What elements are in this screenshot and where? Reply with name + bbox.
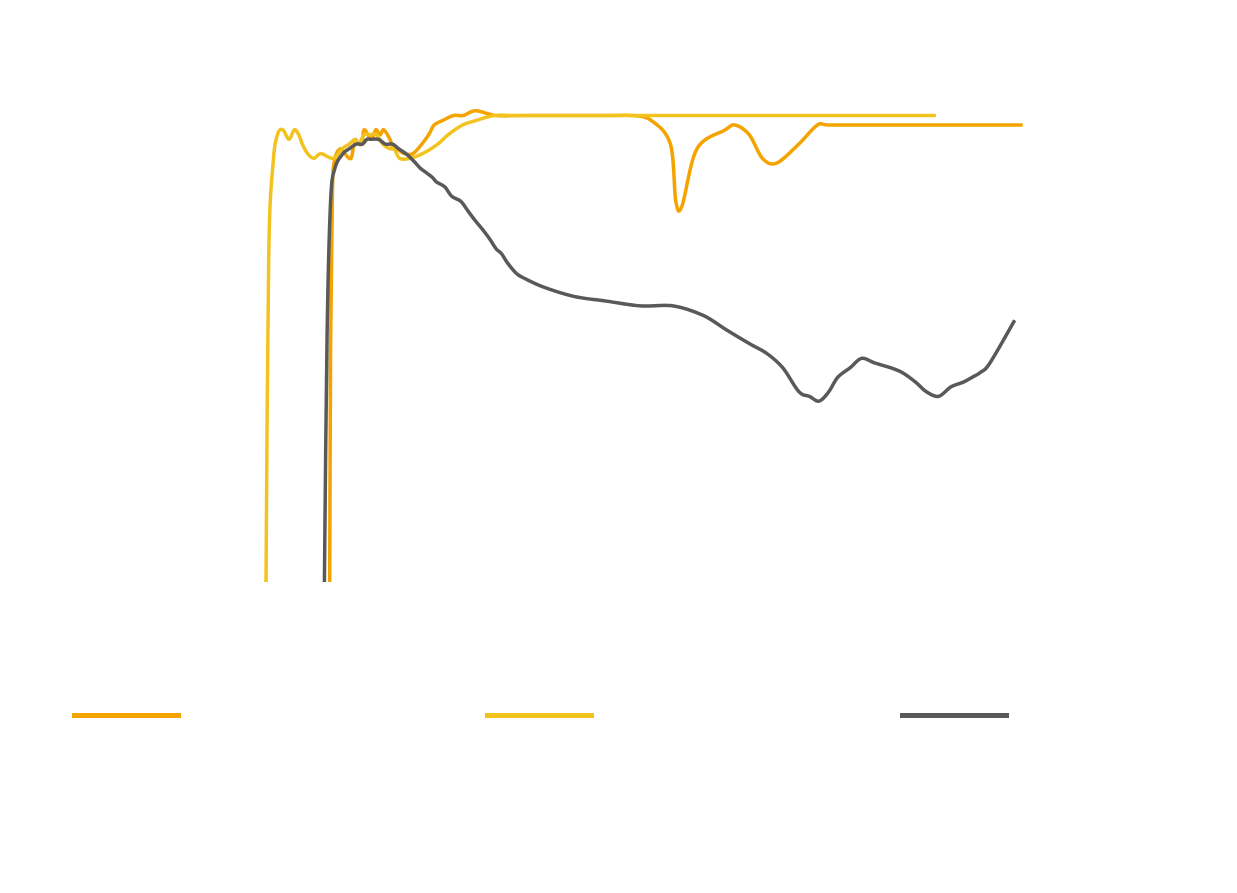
legend-swatch-series-2	[485, 712, 594, 718]
series-line-2	[264, 113, 936, 583]
legend-swatch-series-1	[72, 712, 181, 718]
legend-item-series-3[interactable]	[900, 700, 1019, 730]
legend-item-series-1[interactable]	[72, 700, 191, 730]
series-line-3	[322, 137, 1017, 583]
chart-legend	[0, 700, 1237, 730]
legend-item-series-2[interactable]	[485, 700, 604, 730]
legend-swatch-series-3	[900, 712, 1009, 718]
series-layer	[264, 109, 1023, 583]
